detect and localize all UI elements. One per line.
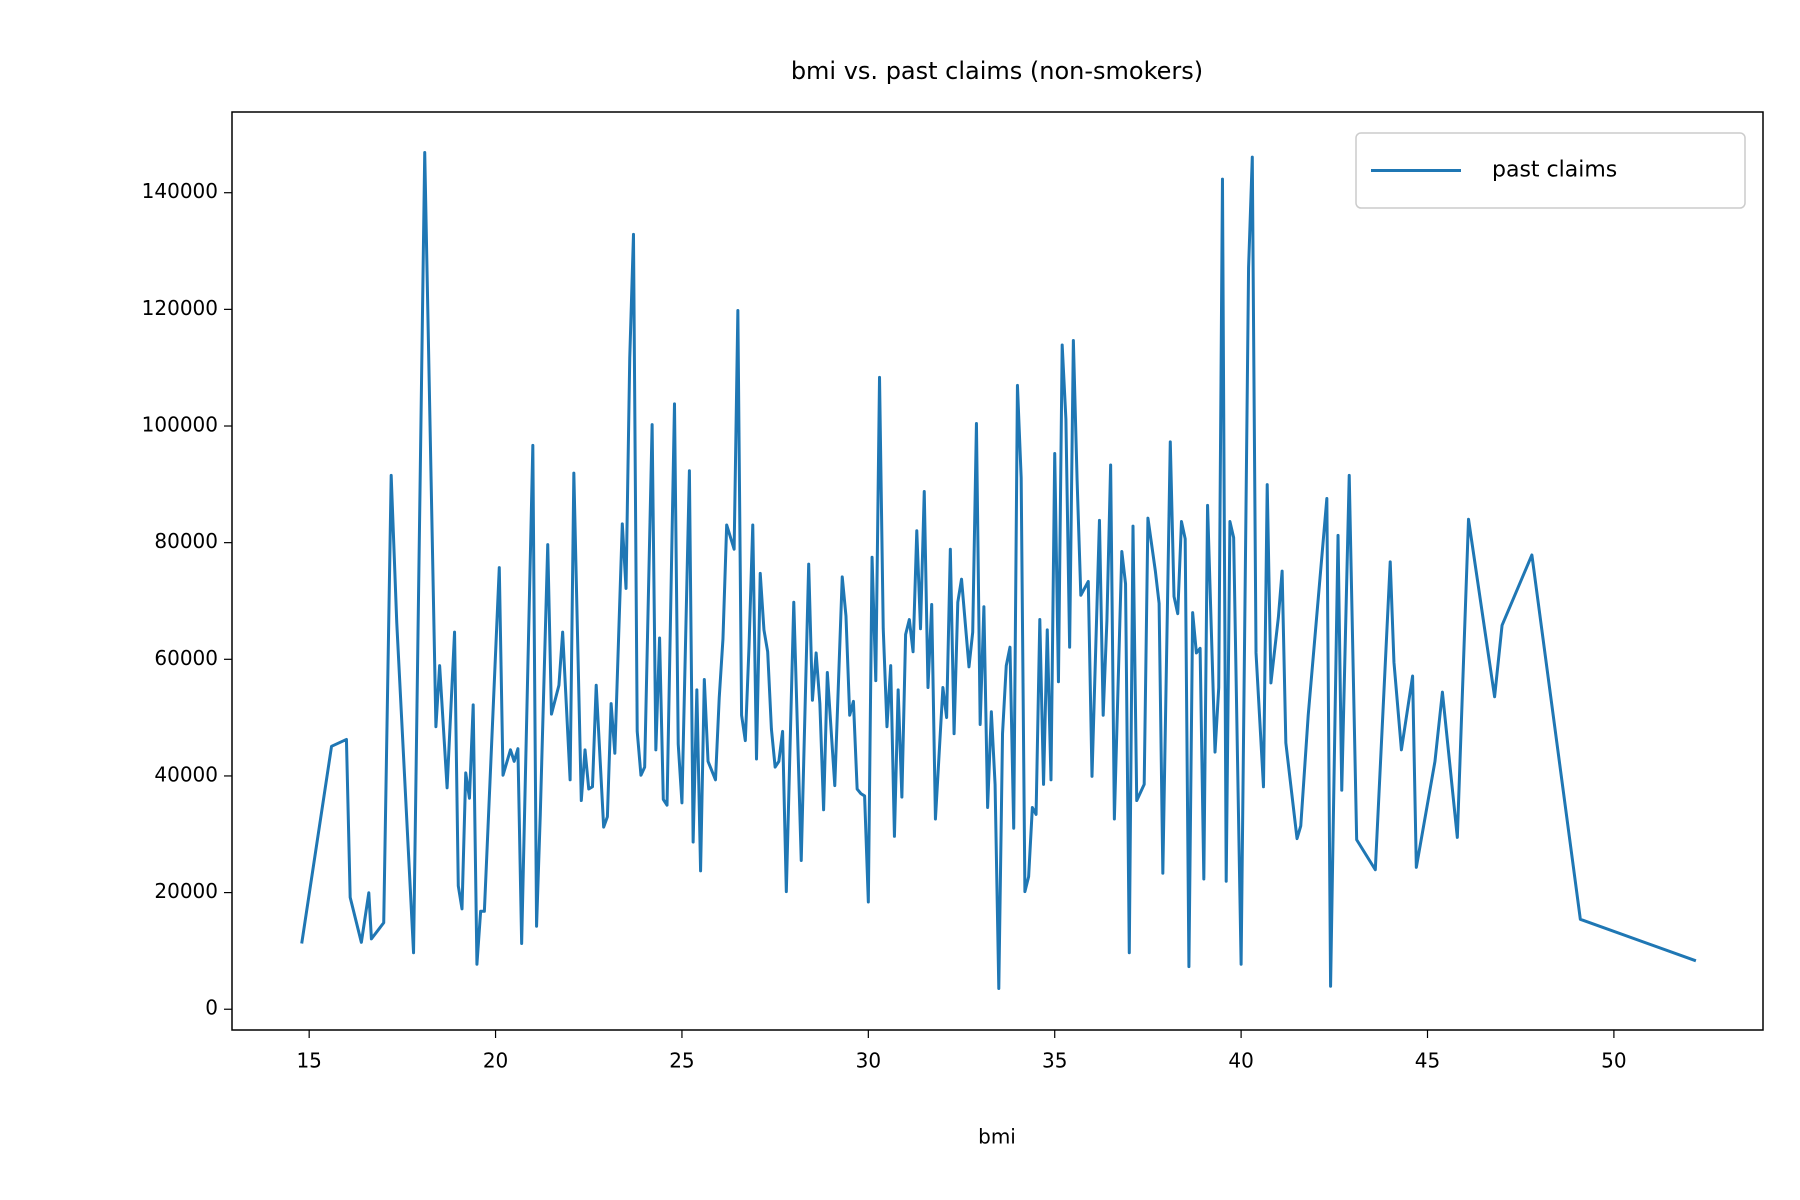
plot-frame bbox=[231, 111, 1764, 1031]
x-tick-label: 40 bbox=[1228, 1049, 1253, 1073]
x-tick-label: 15 bbox=[296, 1049, 321, 1073]
y-tick-label: 0 bbox=[205, 996, 218, 1020]
legend-label: past claims bbox=[1492, 158, 1617, 183]
x-tick-label: 20 bbox=[483, 1049, 508, 1073]
y-tick-label: 140000 bbox=[142, 179, 218, 203]
x-tick-label: 45 bbox=[1415, 1049, 1440, 1073]
x-axis-label: bmi bbox=[978, 1125, 1016, 1149]
y-tick-label: 60000 bbox=[154, 646, 218, 670]
y-tick-label: 20000 bbox=[154, 879, 218, 903]
legend-box bbox=[1355, 132, 1746, 209]
y-tick-label: 100000 bbox=[142, 413, 218, 437]
x-tick-label: 30 bbox=[856, 1049, 881, 1073]
y-tick-label: 120000 bbox=[142, 296, 218, 320]
data-line bbox=[300, 150, 1697, 990]
x-tick-label: 50 bbox=[1601, 1049, 1626, 1073]
chart-title: bmi vs. past claims (non-smokers) bbox=[791, 57, 1203, 85]
y-tick-label: 80000 bbox=[154, 529, 218, 553]
x-tick-label: 35 bbox=[1042, 1049, 1067, 1073]
x-tick-label: 25 bbox=[669, 1049, 694, 1073]
y-tick-label: 40000 bbox=[154, 762, 218, 786]
